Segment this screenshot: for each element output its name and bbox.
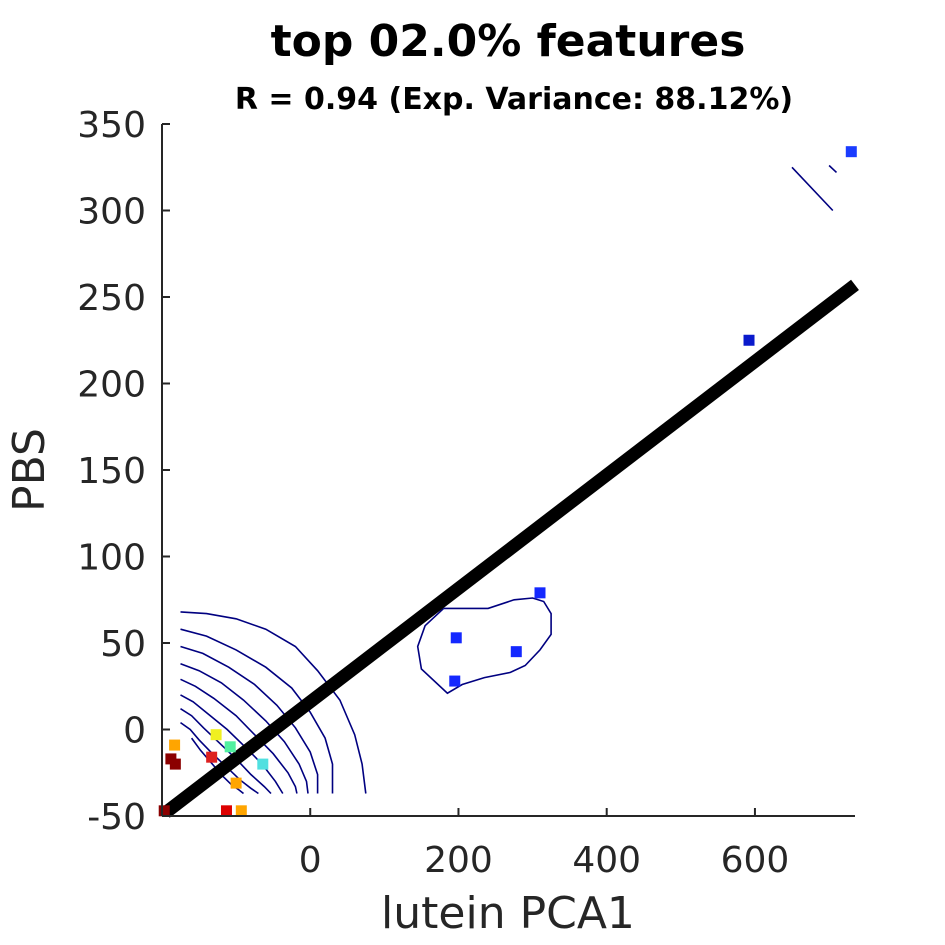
- contour-line: [180, 611, 367, 794]
- x-tick-label: 400: [572, 840, 641, 881]
- contour-line: [180, 628, 334, 794]
- data-point: [158, 805, 170, 817]
- density-contours: [180, 164, 838, 795]
- chart-subtitle: R = 0.94 (Exp. Variance: 88.12%): [235, 82, 793, 117]
- contour-line: [180, 663, 309, 794]
- y-tick-label: 50: [100, 624, 146, 665]
- data-point: [230, 777, 242, 789]
- fit-line: [161, 279, 859, 818]
- y-tick-label: 250: [77, 278, 146, 319]
- contour-line: [180, 678, 298, 794]
- contour-line: [416, 597, 552, 695]
- contour-line: [828, 164, 838, 173]
- data-point: [257, 758, 269, 770]
- contour-line: [180, 645, 319, 794]
- data-point: [220, 805, 232, 817]
- x-tick-label: 600: [721, 840, 790, 881]
- data-point: [845, 146, 857, 158]
- x-tick-label: 0: [299, 840, 322, 881]
- y-tick-label: 200: [77, 365, 146, 406]
- x-tick-label: 200: [424, 840, 493, 881]
- data-point: [210, 729, 222, 741]
- data-point: [169, 739, 181, 751]
- contour-line: [791, 166, 834, 212]
- fit-line-segment: [161, 279, 859, 818]
- data-point: [534, 587, 546, 599]
- data-point: [224, 741, 236, 753]
- y-tick-label: 150: [77, 451, 146, 492]
- data-points: [158, 146, 857, 817]
- axes: [161, 124, 855, 817]
- y-axis-label: PBS: [4, 428, 55, 512]
- data-point: [206, 751, 218, 763]
- contour-line: [180, 721, 259, 795]
- data-point: [510, 646, 522, 658]
- data-point: [169, 758, 181, 770]
- contour-line: [180, 694, 284, 794]
- data-point: [743, 334, 755, 346]
- data-point: [235, 805, 247, 817]
- y-ticks: -50 0 50 100 150 200 250 300 350: [77, 105, 170, 838]
- data-point: [450, 632, 462, 644]
- y-tick-label: -50: [87, 797, 146, 838]
- data-point: [449, 675, 461, 687]
- x-ticks: 0 200 400 600: [299, 808, 790, 881]
- chart-title: top 02.0% features: [271, 16, 746, 67]
- y-tick-label: 100: [77, 538, 146, 579]
- x-axis-label: lutein PCA1: [381, 888, 635, 939]
- y-tick-label: 0: [123, 711, 146, 752]
- y-tick-label: 300: [77, 192, 146, 233]
- y-tick-label: 350: [77, 105, 146, 146]
